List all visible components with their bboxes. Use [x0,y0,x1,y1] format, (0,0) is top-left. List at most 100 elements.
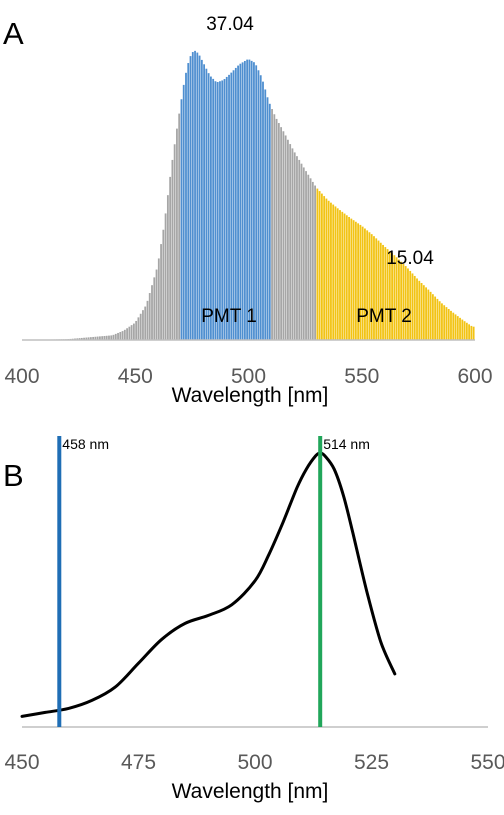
pmt2-region-label: PMT 2 [356,306,412,327]
spectrum-bar [445,307,448,340]
spectrum-bar [96,336,99,340]
spectrum-bar [196,52,199,340]
x-tick-label: 475 [121,751,156,774]
spectrum-bar [397,259,400,340]
spectrum-bar [284,135,287,340]
spectrum-bar [268,103,271,340]
spectrum-bar [327,200,330,340]
spectrum-bar [121,331,124,340]
spectrum-bar [151,285,153,340]
spectrum-bar [185,72,187,340]
spectrum-bar [228,74,230,340]
spectrum-bar [429,291,432,340]
spectrum-bar [459,317,461,340]
spectrum-bar [173,144,176,340]
spectrum-bar [153,277,156,340]
spectrum-bar [402,263,405,340]
panel-b-x-ticks: 450 475 500 525 550 [4,751,504,774]
spectrum-bar [311,181,314,340]
spectrum-bar [105,335,108,340]
spectrum-bar [450,310,452,340]
spectrum-bar [103,335,106,340]
spectrum-bar [114,333,117,340]
spectrum-bar [425,287,427,340]
spectrum-bar [456,316,459,340]
spectrum-bar [89,337,92,340]
spectrum-bar [393,255,396,340]
spectrum-bar [316,188,319,340]
spectrum-bar [92,336,95,340]
pmt1-value-label: 37.04 [206,14,254,35]
spectrum-bar [370,234,373,340]
spectrum-bar [253,62,255,340]
x-tick-label: 400 [4,365,39,388]
spectrum-bar [463,321,466,340]
spectrum-bar [110,335,113,340]
spectrum-bar [266,97,269,340]
spectrum-bar [200,59,203,341]
spectrum-bar [431,294,434,340]
spectrum-bar [359,224,362,340]
spectrum-bar [194,50,196,341]
spectrum-bar [246,59,249,341]
spectrum-bar [187,63,190,340]
spectrum-bar [271,109,273,340]
spectrum-bar [126,328,128,340]
spectrum-bar [443,305,446,340]
pmt1-region-label: PMT 1 [201,306,257,327]
panel-b-laser-lines: 458 nm 514 nm [57,436,370,727]
spectrum-bar [123,329,126,340]
spectrum-bar [225,76,228,341]
spectrum-bar [320,193,323,340]
spectrum-bar [214,81,217,341]
spectrum-bar [94,336,97,340]
spectrum-bar [375,238,378,340]
spectrum-bar [343,213,346,340]
x-tick-label: 525 [354,751,389,774]
spectrum-bar [212,78,215,340]
spectrum-bar [275,118,278,340]
panel-a-x-axis-title: Wavelength [nm] [172,384,329,407]
x-tick-label: 500 [237,751,272,774]
spectrum-bar [368,232,371,340]
spectrum-bar [76,338,79,340]
spectrum-bar [162,229,165,340]
x-tick-label: 600 [457,365,492,388]
spectrum-bar [119,332,122,340]
spectrum-bar [255,65,258,340]
spectrum-bar [422,285,425,340]
spectrum-bar [345,215,348,340]
spectrum-bar [400,261,403,340]
spectrum-bar [332,204,335,340]
spectrum-bar [384,247,387,340]
spectrum-bar [357,223,360,340]
spectrum-bar [336,208,339,340]
laser-line-label: 458 nm [62,436,109,452]
spectrum-bar [99,336,101,340]
spectrum-bar [461,319,464,340]
spectrum-bar [160,244,162,340]
spectrum-bar [148,293,151,340]
spectrum-bar [407,268,409,340]
spectrum-bar [325,198,328,340]
spectrum-bar [296,156,298,340]
spectrum-bar [318,191,321,340]
spectrum-bar [178,113,181,340]
spectrum-bar [291,148,294,340]
spectrum-bar [354,221,357,340]
spectrum-bar [323,196,326,340]
spectrum-bar [465,322,468,340]
spectrum-bar [277,123,280,340]
spectrum-bar [85,337,88,340]
spectrum-bar [413,275,416,340]
spectrum-bar [287,139,289,340]
spectrum-bar [334,206,337,340]
spectrum-bar [339,210,341,340]
spectrum-bar [155,269,158,340]
spectrum-bar [112,334,115,340]
spectrum-bar [189,56,192,341]
spectrum-bar [219,81,221,341]
spectrum-bar [221,80,224,341]
spectrum-bar [350,218,353,340]
spectrum-bar [377,240,380,340]
